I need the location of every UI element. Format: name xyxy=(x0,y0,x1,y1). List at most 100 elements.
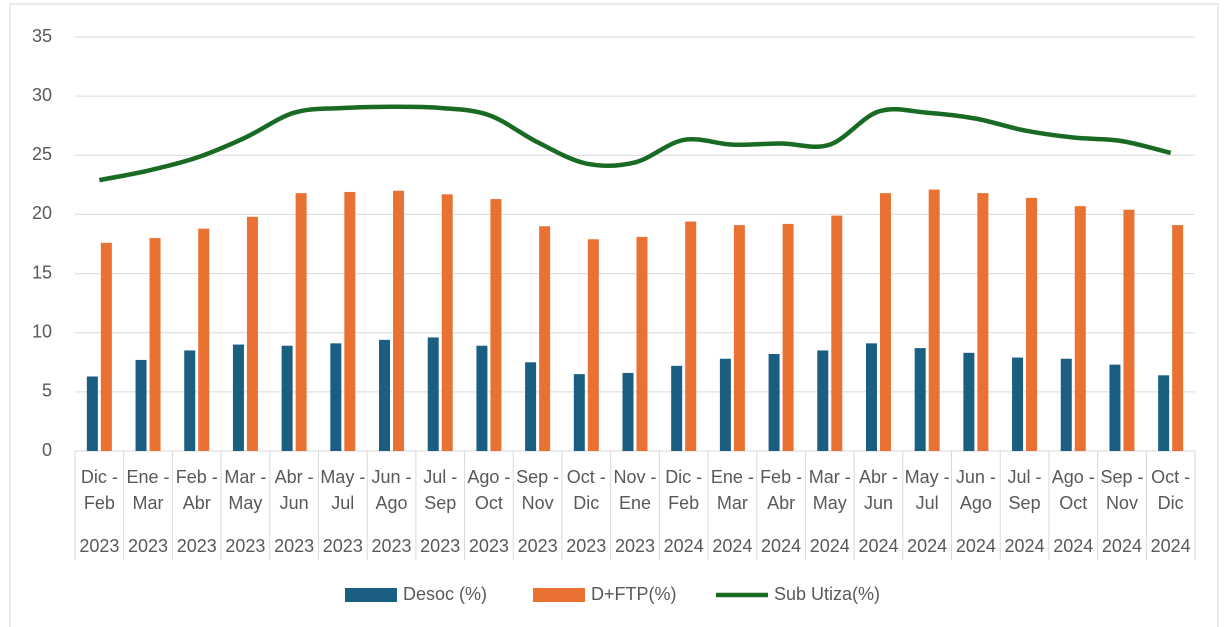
bar xyxy=(232,344,244,451)
bar xyxy=(1060,358,1072,451)
x-tick-label: Feb - Abr xyxy=(175,467,218,513)
legend-label: Sub Utiza(%) xyxy=(774,584,880,604)
x-tick-label: Sep - Nov xyxy=(1100,467,1144,513)
x-tick-label: Sep - Nov xyxy=(516,467,560,513)
bar xyxy=(379,339,391,451)
x-tick-label: Ene - Mar xyxy=(126,467,170,513)
bar xyxy=(963,352,975,451)
bar xyxy=(879,193,891,451)
bar xyxy=(636,236,648,451)
y-tick-label: 20 xyxy=(32,203,52,223)
x-year-label: 2023 xyxy=(322,536,363,556)
x-year-label: 2023 xyxy=(468,536,509,556)
x-year-label: 2024 xyxy=(1150,536,1191,556)
bar xyxy=(733,225,745,451)
bar xyxy=(344,191,356,451)
x-tick-label: Feb - Abr xyxy=(760,467,803,513)
x-year-label: 2023 xyxy=(128,536,169,556)
x-year-label: 2023 xyxy=(274,536,315,556)
bar xyxy=(1026,197,1038,451)
x-tick-label: Ago - Oct xyxy=(467,467,511,513)
legend-swatch xyxy=(345,588,397,602)
bar xyxy=(476,345,488,451)
bar xyxy=(1123,209,1135,451)
bar xyxy=(587,239,599,451)
bar xyxy=(768,354,780,451)
bar xyxy=(928,189,940,452)
x-tick-label: Abr - Jun xyxy=(274,467,314,513)
y-tick-label: 0 xyxy=(42,440,52,460)
bar xyxy=(977,193,989,451)
bar xyxy=(685,221,697,451)
bar xyxy=(671,365,683,451)
bar xyxy=(1172,225,1184,451)
x-tick-label: Mar - May xyxy=(224,467,267,513)
bar xyxy=(539,226,551,451)
x-tick-label: Jul - Sep xyxy=(423,467,458,513)
x-year-label: 2024 xyxy=(712,536,753,556)
x-tick-label: Nov - Ene xyxy=(613,467,657,513)
bar xyxy=(865,343,877,451)
x-year-label: 2024 xyxy=(955,536,996,556)
x-year-label: 2024 xyxy=(1053,536,1094,556)
x-tick-label: Ene - Mar xyxy=(710,467,754,513)
bar xyxy=(525,362,537,451)
y-tick-label: 25 xyxy=(32,144,52,164)
y-tick-label: 5 xyxy=(42,381,52,401)
bar xyxy=(198,228,210,451)
bar xyxy=(914,348,926,451)
x-tick-label: Dic - Feb xyxy=(665,467,703,513)
x-year-label: 2024 xyxy=(663,536,704,556)
x-year-label: 2023 xyxy=(420,536,461,556)
chart-border xyxy=(9,3,1219,627)
bar xyxy=(295,193,307,451)
x-year-label: 2023 xyxy=(176,536,217,556)
bar xyxy=(149,238,161,451)
bar xyxy=(184,350,196,451)
x-tick-label: Jul - Sep xyxy=(1007,467,1042,513)
bar xyxy=(719,358,731,451)
bar xyxy=(281,345,293,451)
x-tick-label: May - Jul xyxy=(320,467,366,513)
x-year-label: 2023 xyxy=(225,536,266,556)
x-year-label: 2023 xyxy=(614,536,656,556)
x-year-label: 2024 xyxy=(809,536,850,556)
x-tick-label: May - Jul xyxy=(904,467,950,513)
bar xyxy=(393,190,405,451)
bar xyxy=(86,376,98,451)
x-tick-label: Jun - Ago xyxy=(371,467,412,513)
bar xyxy=(246,216,258,451)
x-tick-label: Dic - Feb xyxy=(80,467,118,513)
x-year-label: 2024 xyxy=(1101,536,1142,556)
bar xyxy=(1012,357,1024,451)
legend-label: D+FTP(%) xyxy=(591,584,677,604)
x-tick-label: Oct - Dic xyxy=(566,467,606,513)
x-tick-label: Oct - Dic xyxy=(1151,467,1191,513)
x-year-label: 2024 xyxy=(1004,536,1045,556)
y-tick-label: 35 xyxy=(32,26,52,46)
bar xyxy=(782,223,794,451)
y-tick-label: 30 xyxy=(32,85,52,105)
line xyxy=(98,104,1172,183)
legend-swatch xyxy=(533,588,585,602)
x-year-label: 2023 xyxy=(517,536,558,556)
bar xyxy=(135,359,147,451)
bar xyxy=(622,372,634,451)
legend-label: Desoc (%) xyxy=(403,584,487,604)
y-tick-label: 10 xyxy=(32,321,52,341)
x-tick-label: Jun - Ago xyxy=(955,467,996,513)
x-year-label: 2024 xyxy=(858,536,899,556)
bar xyxy=(573,374,585,451)
x-year-label: 2023 xyxy=(371,536,412,556)
bar xyxy=(1158,375,1170,451)
x-year-label: 2023 xyxy=(566,536,607,556)
x-tick-label: Ago - Oct xyxy=(1051,467,1095,513)
bar xyxy=(831,215,843,451)
x-year-label: 2024 xyxy=(907,536,948,556)
bar xyxy=(441,194,453,451)
bar xyxy=(100,242,112,451)
bar xyxy=(817,350,829,451)
x-year-label: 2023 xyxy=(79,536,120,556)
